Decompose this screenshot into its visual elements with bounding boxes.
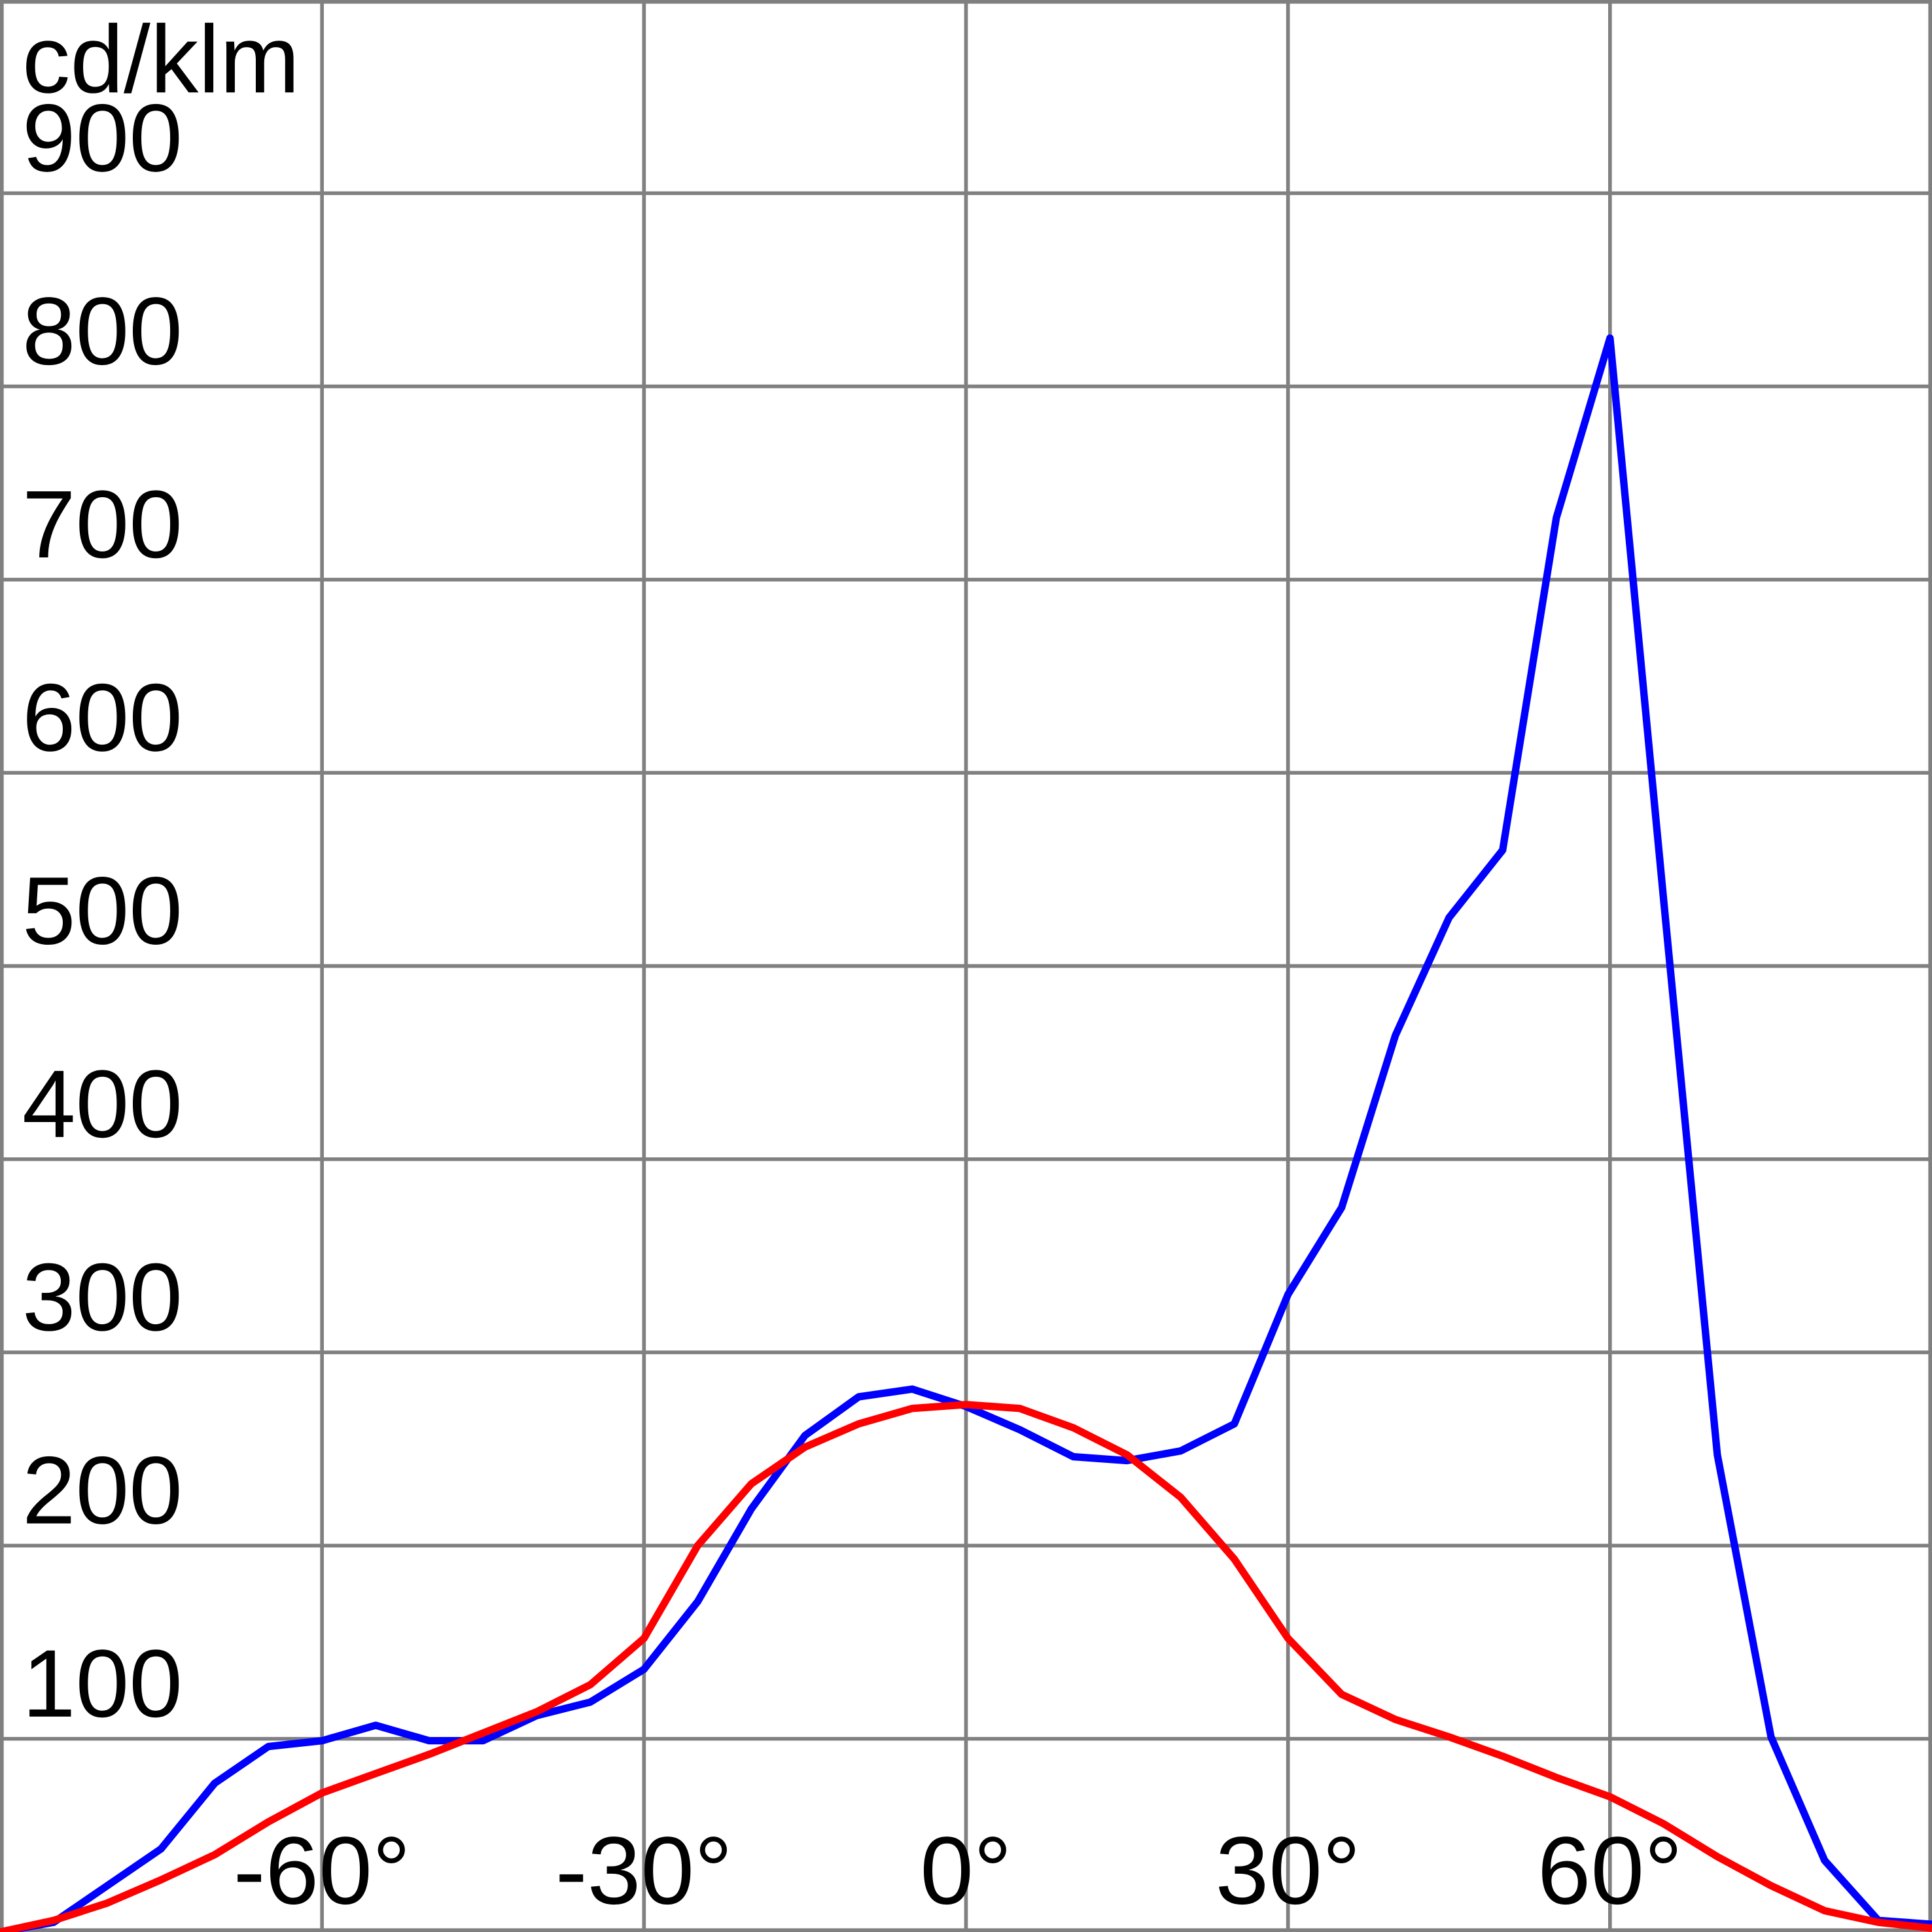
x-tick-label: -60° [234, 1818, 411, 1925]
y-tick-label: 300 [22, 1244, 183, 1351]
labels: cd/klm 100 200 300 400 500 600 700 800 900 -60° -3… [22, 6, 1683, 1924]
data-line [0, 1401, 1932, 1932]
y-axis-label: cd/klm [22, 6, 300, 113]
y-tick-label: 800 [22, 278, 183, 385]
x-tick-label: 0° [920, 1818, 1011, 1925]
x-tick-label: -30° [555, 1818, 733, 1925]
x-tick-label: 60° [1537, 1818, 1683, 1925]
y-tick-label: 100 [22, 1630, 183, 1738]
y-tick-label: 700 [22, 471, 183, 578]
y-tick-label: 200 [22, 1437, 183, 1545]
lines [0, 334, 1932, 1932]
x-tick-label: 30° [1216, 1818, 1361, 1925]
y-tick-label: 500 [22, 858, 183, 965]
y-tick-label: 900 [22, 84, 183, 192]
y-tick-label: 400 [22, 1051, 183, 1158]
y-tick-label: 600 [22, 664, 183, 771]
